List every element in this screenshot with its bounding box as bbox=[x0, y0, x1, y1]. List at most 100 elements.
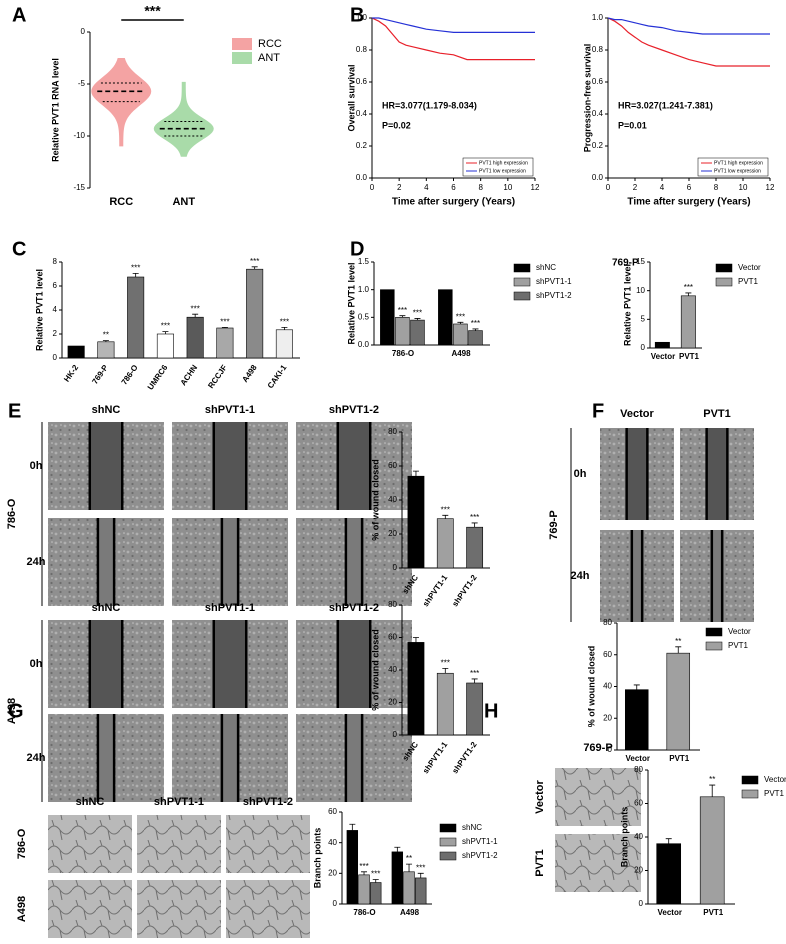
micrograph bbox=[226, 880, 310, 938]
x-tick-label: 8 bbox=[478, 183, 483, 192]
bar bbox=[624, 689, 649, 751]
x-tick-label: ACHN bbox=[179, 363, 200, 387]
row-label: PVT1 bbox=[534, 849, 546, 877]
y-tick-label: 20 bbox=[388, 529, 397, 538]
row-label: 0h bbox=[30, 460, 43, 472]
legend-swatch bbox=[705, 627, 723, 637]
bar bbox=[466, 526, 484, 569]
y-tick-label: 80 bbox=[603, 618, 612, 627]
legend-label: PVT1 bbox=[728, 641, 749, 650]
significance: *** bbox=[456, 312, 465, 321]
x-tick-label: PVT1 bbox=[679, 352, 700, 361]
bar bbox=[407, 475, 425, 569]
error-bar bbox=[414, 318, 421, 321]
y-tick-label: 4 bbox=[53, 305, 58, 314]
legend-label: shPVT1-1 bbox=[536, 277, 572, 286]
legend-box bbox=[462, 157, 534, 177]
significance: *** bbox=[441, 505, 450, 514]
annotation: P=0.01 bbox=[618, 120, 647, 130]
legend-label: shPVT1-2 bbox=[462, 851, 498, 860]
legend-label: Vector bbox=[728, 627, 751, 636]
y-tick-label: 60 bbox=[603, 650, 612, 659]
y-tick-label: 5 bbox=[641, 314, 646, 323]
y-tick-label: 0 bbox=[53, 353, 58, 362]
y-tick-label: 0.4 bbox=[356, 109, 368, 118]
legend-swatch bbox=[439, 837, 457, 847]
y-tick-label: 1.0 bbox=[356, 13, 368, 22]
legend-swatch bbox=[715, 277, 733, 287]
bar bbox=[666, 652, 691, 751]
error-bar bbox=[394, 846, 401, 852]
wound-gap bbox=[337, 422, 371, 510]
row-label: Vector bbox=[534, 779, 546, 813]
significance: *** bbox=[250, 257, 259, 266]
x-tick-label: 0 bbox=[370, 183, 375, 192]
y-tick-label: 0.6 bbox=[592, 77, 604, 86]
x-tick-label: 12 bbox=[766, 183, 775, 192]
x-tick-label: 0 bbox=[606, 183, 611, 192]
error-bar bbox=[349, 823, 356, 831]
x-tick-label: 10 bbox=[739, 183, 748, 192]
wound-gap bbox=[97, 714, 115, 802]
significance: *** bbox=[470, 669, 479, 678]
significance: *** bbox=[359, 862, 368, 871]
wound-gap bbox=[221, 518, 239, 606]
y-axis-label: Branch points bbox=[619, 807, 629, 868]
x-tick-label: UMRC6 bbox=[146, 363, 170, 392]
bar bbox=[67, 345, 85, 359]
bar bbox=[656, 843, 682, 905]
y-tick-label: 0 bbox=[639, 899, 644, 908]
bar bbox=[654, 341, 670, 349]
error-bar bbox=[442, 667, 449, 674]
x-tick-label: HK-2 bbox=[62, 363, 80, 384]
x-tick-label: Vector bbox=[651, 352, 675, 361]
bar bbox=[680, 295, 696, 349]
significance: ** bbox=[406, 854, 412, 863]
legend-swatch bbox=[439, 851, 457, 861]
wound-gap bbox=[631, 530, 643, 622]
column-label: shPVT1-1 bbox=[154, 796, 204, 808]
significance: ** bbox=[103, 331, 109, 340]
y-tick-label: 20 bbox=[634, 866, 643, 875]
chart-title: 769-P bbox=[612, 258, 639, 269]
y-axis-label: Relative PVT1 level bbox=[346, 262, 356, 344]
x-tick-label: 8 bbox=[714, 183, 719, 192]
bar bbox=[395, 317, 410, 346]
y-tick-label: 0 bbox=[393, 730, 398, 739]
x-tick-label: CAKI-1 bbox=[266, 363, 289, 390]
legend-label: shNC bbox=[536, 263, 556, 272]
error-bar bbox=[192, 313, 199, 318]
x-tick-label: 786-O bbox=[353, 908, 375, 917]
error-bar bbox=[417, 872, 424, 878]
wound-gap bbox=[337, 620, 371, 708]
x-tick-label: shPVT1-1 bbox=[421, 740, 450, 775]
survival-curve bbox=[607, 17, 770, 67]
y-tick-label: 60 bbox=[634, 799, 643, 808]
bar bbox=[415, 877, 427, 905]
bar bbox=[380, 289, 395, 346]
error-bar bbox=[709, 784, 716, 797]
y-tick-label: 80 bbox=[634, 765, 643, 774]
x-tick-label: 786-O bbox=[120, 363, 140, 386]
bar bbox=[246, 268, 264, 359]
y-axis-label: % of wound closed bbox=[370, 459, 380, 541]
x-tick-label: RCCJF bbox=[206, 363, 229, 390]
panel-letter: E bbox=[8, 400, 21, 422]
legend-label: Vector bbox=[764, 775, 786, 784]
y-tick-label: 2 bbox=[53, 329, 58, 338]
significance: *** bbox=[190, 304, 199, 313]
column-label: shPVT1-1 bbox=[205, 602, 255, 614]
y-tick-label: 60 bbox=[328, 807, 337, 816]
legend-swatch bbox=[705, 641, 723, 651]
error-bar bbox=[406, 863, 413, 872]
x-tick-label: 4 bbox=[424, 183, 429, 192]
y-tick-label: 60 bbox=[388, 633, 397, 642]
panel-letter: D bbox=[350, 238, 364, 260]
x-tick-label: Vector bbox=[626, 754, 650, 763]
error-bar bbox=[372, 879, 379, 883]
y-axis-label: Branch points bbox=[312, 828, 322, 889]
y-tick-label: 40 bbox=[603, 682, 612, 691]
y-tick-label: 1.5 bbox=[358, 257, 370, 266]
y-tick-label: 15 bbox=[636, 257, 645, 266]
